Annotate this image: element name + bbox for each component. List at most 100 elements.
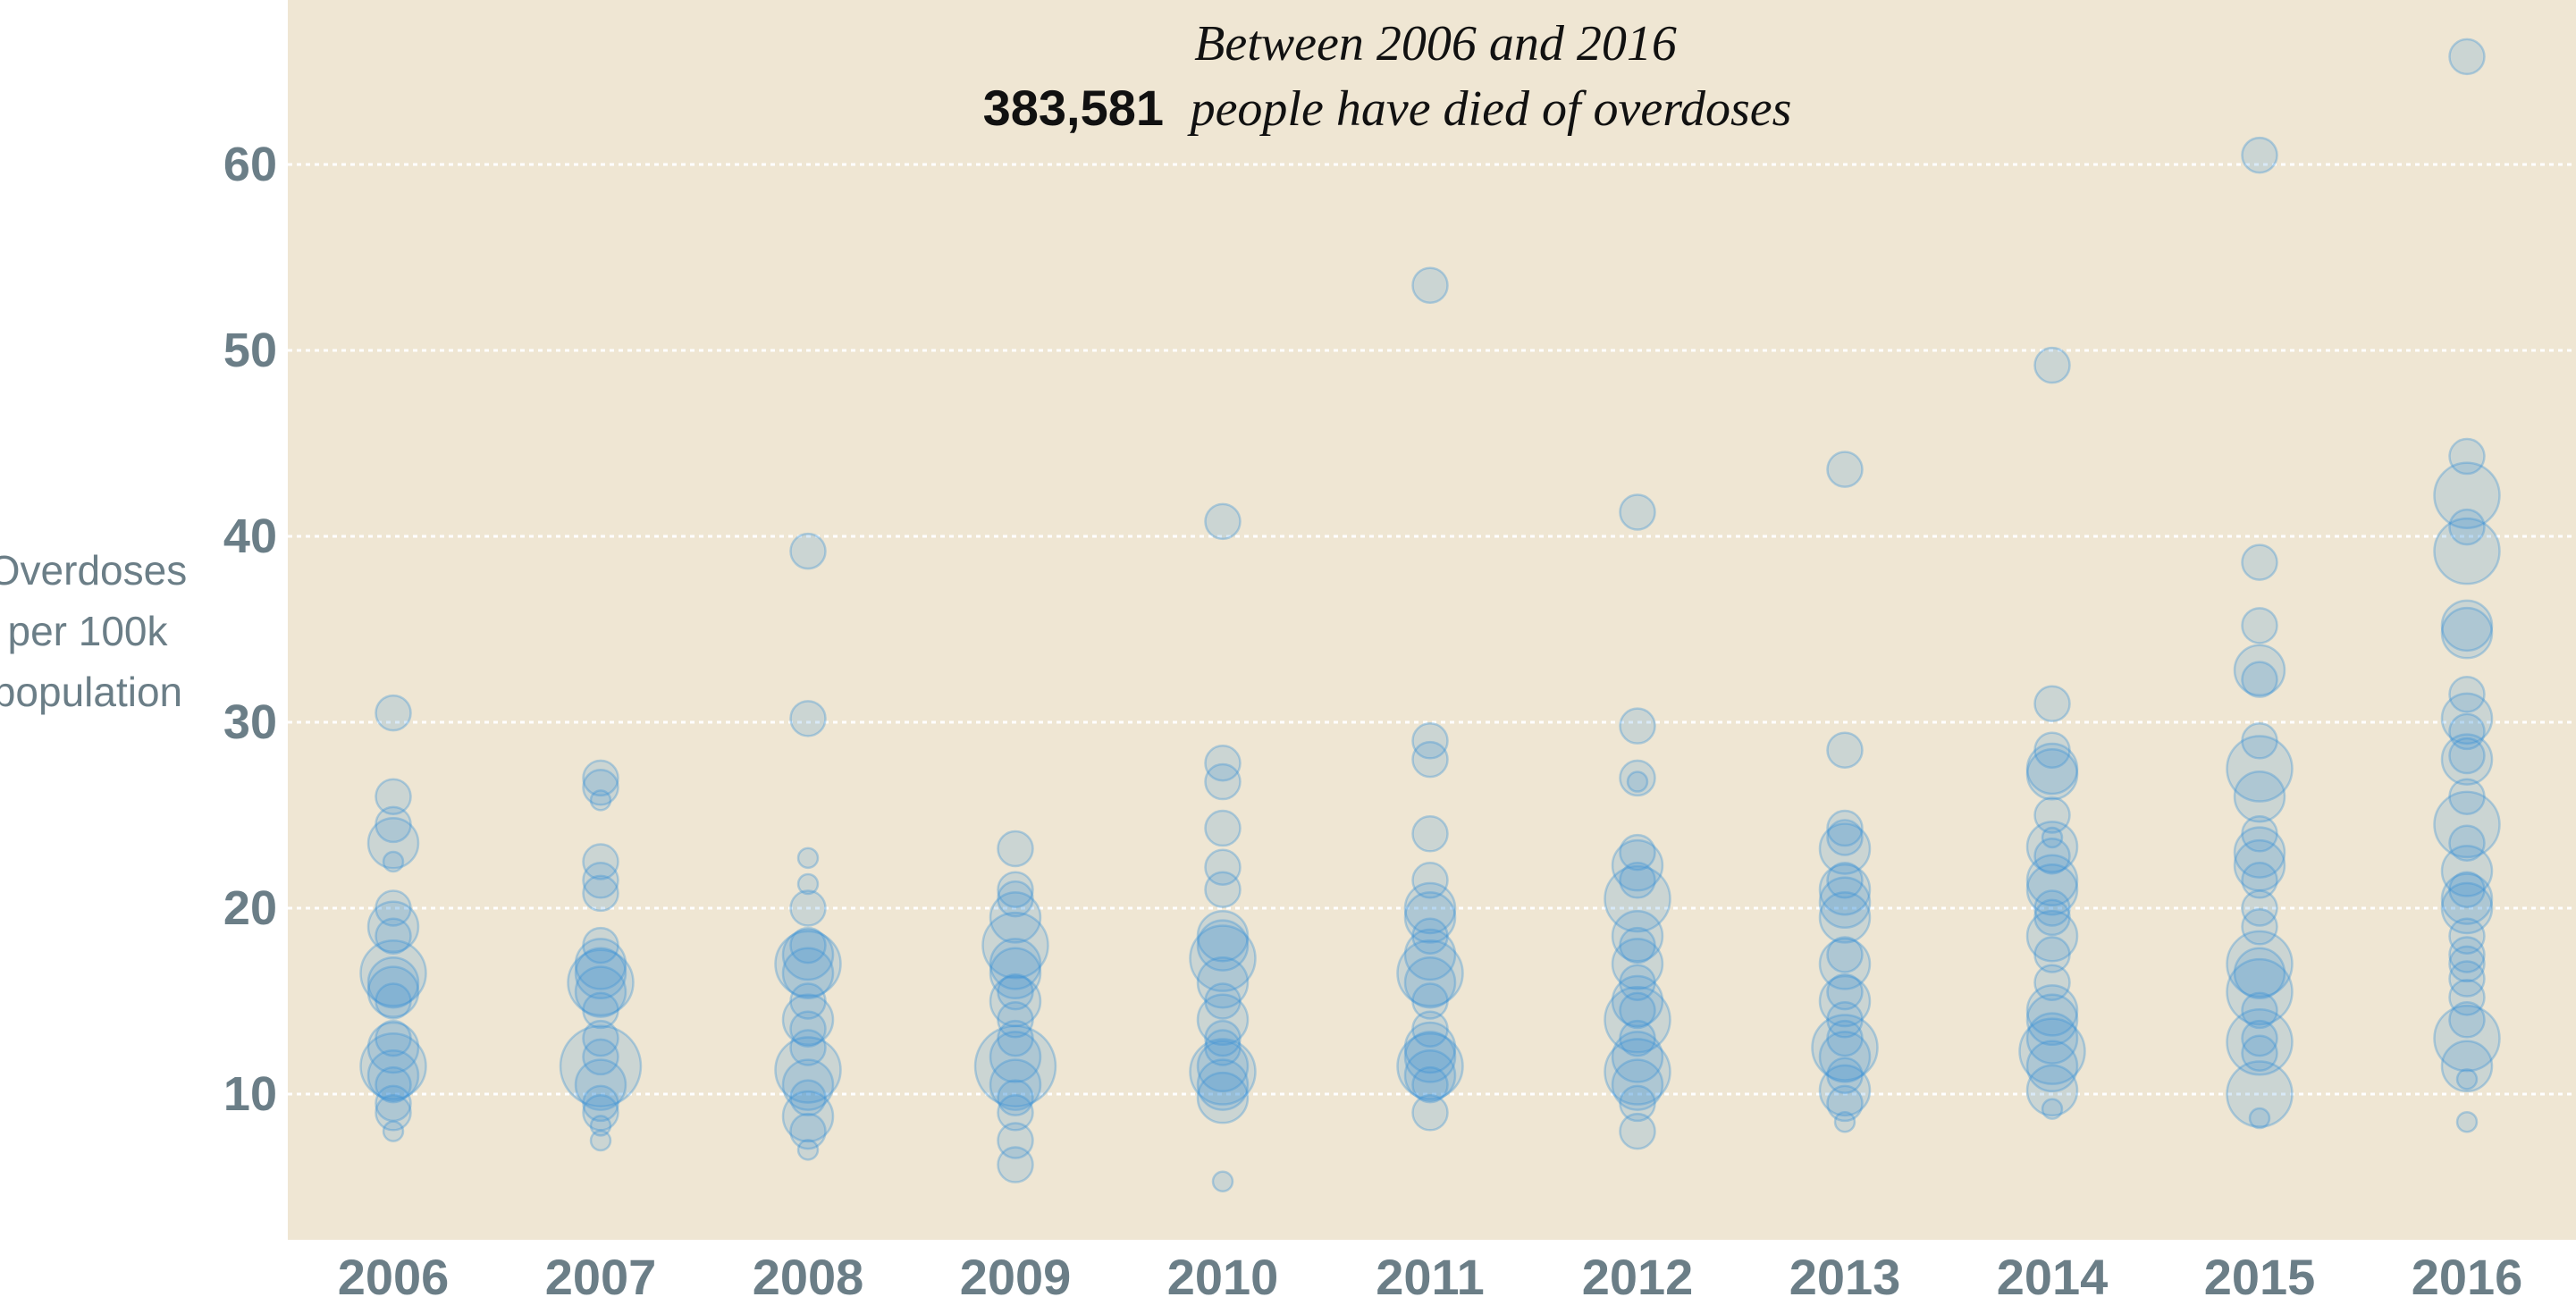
- data-point: [2033, 898, 2071, 937]
- data-point: [1619, 493, 1656, 531]
- data-point: [582, 843, 619, 880]
- data-point: [1196, 919, 1250, 972]
- data-point: [1196, 956, 1250, 1009]
- data-point: [2448, 936, 2486, 973]
- y-axis-label-line-2: per 100k: [7, 608, 168, 654]
- data-point: [2025, 863, 2079, 916]
- data-point: [1196, 1071, 1250, 1124]
- data-point: [1204, 809, 1242, 847]
- data-point: [2448, 979, 2486, 1016]
- data-point: [1818, 974, 1872, 1028]
- data-point: [375, 1065, 412, 1104]
- data-point: [2233, 826, 2286, 879]
- data-point: [2455, 1110, 2479, 1133]
- data-point: [1411, 722, 1449, 760]
- data-point: [2241, 862, 2278, 899]
- data-point: [1204, 871, 1242, 908]
- data-point: [567, 948, 635, 1016]
- data-point: [2440, 881, 2494, 935]
- data-point: [582, 862, 619, 899]
- data-point: [1611, 1031, 1664, 1083]
- data-point: [2433, 461, 2501, 529]
- data-point: [2025, 993, 2079, 1047]
- data-point: [375, 889, 412, 927]
- data-point: [2025, 1012, 2079, 1065]
- data-point: [1619, 1019, 1656, 1057]
- data-point: [375, 805, 412, 844]
- data-point: [589, 789, 612, 812]
- data-point: [789, 889, 827, 927]
- data-point: [366, 956, 420, 1009]
- data-point: [2448, 437, 2486, 476]
- data-point: [1396, 1032, 1464, 1100]
- data-point: [382, 850, 405, 873]
- data-point: [1811, 1014, 1879, 1082]
- data-point: [2025, 747, 2079, 801]
- data-point: [997, 973, 1034, 1011]
- data-point: [1826, 862, 1864, 899]
- chart-title-line-2: 383,581 people have died of overdoses: [983, 80, 1792, 137]
- data-point: [796, 846, 820, 870]
- data-point: [574, 965, 627, 1018]
- data-point: [1411, 1010, 1449, 1048]
- data-point: [1619, 862, 1656, 899]
- data-point: [1204, 1019, 1242, 1057]
- data-point: [375, 1094, 412, 1132]
- x-tick-label: 2012: [1582, 1249, 1694, 1297]
- data-point: [2241, 991, 2278, 1030]
- data-point: [2033, 731, 2071, 769]
- data-point: [2233, 644, 2286, 697]
- data-point: [989, 891, 1042, 944]
- x-tick-label: 2008: [753, 1249, 864, 1297]
- data-point: [1604, 986, 1671, 1054]
- death-count: 383,581: [983, 80, 1164, 136]
- data-point: [1196, 1040, 1250, 1093]
- x-tick-label: 2015: [2204, 1249, 2316, 1297]
- data-point: [2025, 984, 2079, 1037]
- data-point: [2241, 661, 2278, 698]
- data-point: [774, 1036, 842, 1104]
- x-tick-label: 2016: [2412, 1249, 2523, 1297]
- data-point: [796, 872, 820, 896]
- data-point: [997, 871, 1034, 908]
- data-point: [2448, 945, 2486, 983]
- data-point: [789, 1112, 827, 1150]
- x-tick-label: 2010: [1167, 1249, 1279, 1297]
- data-point: [1619, 833, 1656, 872]
- data-point: [774, 930, 842, 998]
- data-point: [1818, 876, 1872, 930]
- data-point: [366, 816, 420, 870]
- data-point: [1403, 1049, 1457, 1102]
- data-point: [997, 1001, 1034, 1039]
- x-tick-label: 2007: [545, 1249, 657, 1297]
- data-point: [582, 1019, 619, 1057]
- data-point: [781, 1090, 835, 1143]
- data-point: [2248, 1107, 2271, 1130]
- data-point: [574, 1058, 627, 1111]
- data-point: [1619, 1084, 1656, 1123]
- data-point: [1204, 745, 1242, 782]
- data-point: [1818, 938, 1872, 990]
- data-point: [1818, 891, 1872, 944]
- data-point: [1189, 1038, 1257, 1106]
- data-point: [1619, 991, 1656, 1030]
- data-point: [2033, 685, 2071, 722]
- data-point: [997, 1122, 1034, 1159]
- data-point: [2448, 508, 2486, 546]
- data-point: [366, 900, 420, 954]
- data-point: [1626, 771, 1649, 793]
- data-point: [2433, 790, 2501, 859]
- data-point: [789, 700, 827, 737]
- data-point: [2448, 1001, 2486, 1039]
- data-point: [1826, 1001, 1864, 1039]
- data-point: [1619, 759, 1656, 797]
- data-point: [1189, 924, 1257, 992]
- data-point: [1411, 917, 1449, 955]
- data-point: [789, 1029, 827, 1066]
- data-point: [1619, 707, 1656, 745]
- data-point: [2448, 871, 2486, 908]
- data-point: [2033, 796, 2071, 834]
- data-point: [2226, 735, 2294, 803]
- data-point: [781, 993, 835, 1047]
